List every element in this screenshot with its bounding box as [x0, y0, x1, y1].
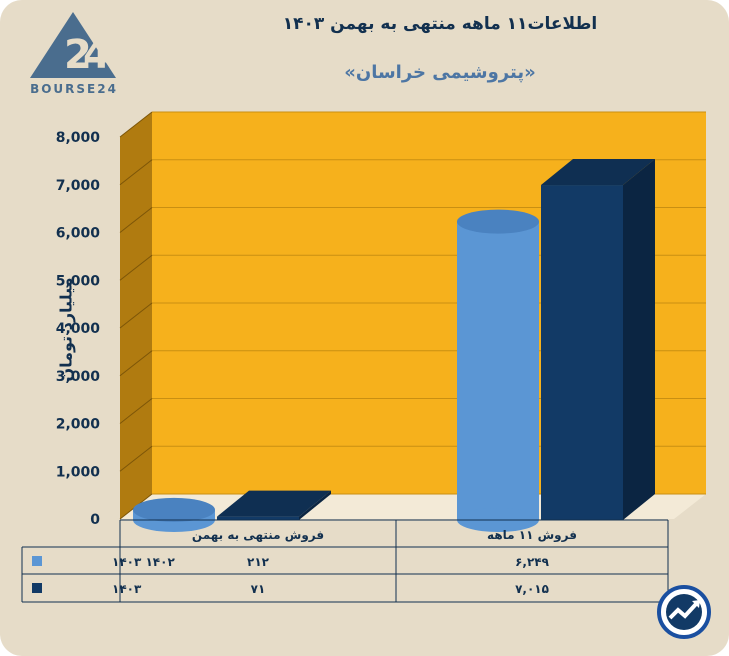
gridline-side [119, 254, 153, 281]
chart-subtitle: «پتروشیمی خراسان» [344, 62, 536, 83]
gridline-side [119, 159, 153, 186]
y-tick-label: 5,000 [56, 273, 101, 289]
bourse24-logo-icon: 2 4 [30, 12, 116, 78]
bar-1403-side [299, 490, 331, 520]
data-cell: ۶,۲۴۹ [515, 555, 550, 569]
data-cell: ۷,۰۱۵ [515, 582, 549, 596]
legend-label: ۱۴۰۲ ۱۴۰۳ [112, 555, 175, 569]
y-tick-label: 7,000 [56, 178, 101, 194]
bar-1403-top [541, 159, 655, 186]
bar-1402-top [457, 209, 539, 234]
bar-1402-top [133, 497, 215, 522]
category-label: فروش ۱۱ ماهه [487, 528, 577, 543]
gridline-side [119, 111, 153, 138]
svg-text:2: 2 [64, 32, 92, 78]
y-tick-label: 3,000 [56, 369, 101, 385]
y-tick-label: 1,000 [56, 464, 101, 480]
y-tick-label: 4,000 [56, 321, 101, 337]
data-cell: ۲۱۲ [247, 555, 270, 569]
logo-text: BOURSE24 [30, 82, 118, 96]
legend-label: ۱۴۰۳ [112, 582, 142, 596]
bar-1403-top [217, 490, 331, 517]
y-tick-label: 0 [90, 512, 100, 528]
category-label: فروش منتهی به بهمن [192, 528, 324, 543]
y-tick-label: 8,000 [56, 130, 101, 146]
y-tick-label: 6,000 [56, 226, 101, 242]
gridline-side [119, 350, 153, 377]
bar-1403-side [623, 159, 655, 520]
svg-text:4: 4 [83, 32, 111, 78]
gridline-side [119, 302, 153, 329]
data-cell: ۷۱ [251, 582, 266, 596]
chart-title: اطلاعات۱۱ ماهه منتهی به بهمن ۱۴۰۳ [282, 14, 598, 34]
bar-1402 [457, 221, 539, 521]
y-tick-label: 2,000 [56, 417, 101, 433]
gridline-side [119, 207, 153, 233]
bar-1403 [217, 516, 299, 520]
legend-swatch [32, 583, 42, 593]
legend-swatch [32, 556, 42, 566]
gridline-side [119, 398, 153, 424]
gridline-side [119, 445, 153, 472]
trend-arrow-icon [657, 585, 711, 639]
bar-1403 [541, 185, 623, 520]
